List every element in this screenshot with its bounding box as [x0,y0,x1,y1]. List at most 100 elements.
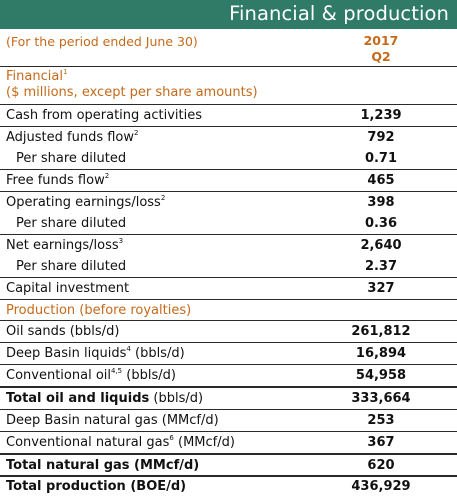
row-label-text: Total natural gas (MMcf/d) [6,458,200,473]
row-label: Capital investment [6,281,129,296]
row-label-text: Conventional oil [6,368,111,383]
period-label: (For the period ended June 30) [6,34,198,49]
row-label-text: Per share diluted [16,216,127,231]
divider [0,386,457,388]
row-label: Deep Basin natural gas (MMcf/d) [6,413,219,428]
table-row: Per share diluted 0.36 [0,213,457,234]
financial-section-subtitle: ($ millions, except per share amounts) [6,85,258,100]
row-label: Oil sands (bbls/d) [6,324,119,339]
row-label: Cash from operating activities [6,108,202,123]
table-row: Conventional oil4,5 (bbls/d) 54,958 [0,365,457,386]
row-value: 1,239 [360,108,402,123]
row-value: 465 [367,173,395,188]
divider [0,277,457,278]
row-footnote: 2 [160,194,166,202]
divider [0,169,457,170]
financial-title-footnote: 1 [62,68,68,76]
row-footnote: 4,5 [111,367,123,375]
row-label-unit: (MMcf/d) [173,435,235,450]
row-label-text: Cash from operating activities [6,108,203,123]
row-value: 253 [367,413,395,428]
row-value: 16,894 [355,346,407,361]
production-section-title: Production (before royalties) [6,303,192,318]
divider [0,299,457,300]
table-row: Oil sands (bbls/d) 261,812 [0,321,457,342]
row-label: Total production (BOE/d) [6,479,186,494]
divider [0,234,457,235]
row-value: 620 [367,458,395,473]
row-label-text: Per share diluted [16,151,127,166]
row-value: 367 [367,435,395,450]
row-label: Per share diluted [16,259,126,274]
row-footnote: 4 [126,345,131,353]
divider [0,453,457,455]
table-row: Conventional natural gas6 (MMcf/d) 367 [0,432,457,453]
row-footnote: 3 [118,237,124,245]
row-label: Per share diluted [16,216,126,231]
row-value: 327 [367,281,395,296]
row-label: Total oil and liquids (bbls/d) [6,391,203,406]
table-row: Per share diluted 2.37 [0,256,457,277]
row-value: 2.37 [364,259,398,274]
row-label: Per share diluted [16,151,126,166]
table-row: Adjusted funds flow2 792 [0,127,457,148]
row-label-text: Total oil and liquids [6,391,150,406]
row-value: 2,640 [360,238,402,253]
table-row: Net earnings/loss3 2,640 [0,235,457,256]
row-label-text: Deep Basin natural gas (MMcf/d) [6,413,219,428]
row-label-text: Capital investment [6,281,130,296]
divider [0,126,457,127]
divider [0,364,457,365]
row-label-text: Free funds flow [6,173,105,188]
row-label-text: Adjusted funds flow [6,130,135,145]
row-label-text: Oil sands (bbls/d) [6,324,120,339]
divider [0,409,457,410]
table-row: Operating earnings/loss2 398 [0,192,457,213]
row-label: Conventional natural gas6 (MMcf/d) [6,434,235,451]
column-quarter: Q2 [371,49,391,64]
row-value: 261,812 [351,324,411,339]
table-row: Free funds flow2 465 [0,170,457,191]
page-title: Financial & production [229,2,449,25]
column-year: 2017 [363,33,399,48]
row-label-text: Per share diluted [16,259,127,274]
row-label: Free funds flow2 [6,172,110,189]
row-value: 398 [367,195,395,210]
financial-title-text: Financial [6,69,63,84]
row-label: Operating earnings/loss2 [6,194,166,211]
financial-section-header: Financial1 ($ millions, except per share… [6,69,258,101]
row-value: 333,664 [351,391,411,406]
divider [0,475,457,477]
divider [0,320,457,321]
title-bar: Financial & production [0,0,457,29]
row-value: 54,958 [355,368,407,383]
table-row: Capital investment 327 [0,278,457,299]
row-value: 0.71 [364,151,398,166]
row-value: 792 [367,130,395,145]
row-footnote: 2 [134,129,139,137]
row-label-unit: (bbls/d) [149,391,204,406]
row-value: 436,929 [351,479,411,494]
table-row: Deep Basin liquids4 (bbls/d) 16,894 [0,343,457,364]
divider [0,342,457,343]
row-label: Total natural gas (MMcf/d) [6,458,199,473]
table-row-total: Total production (BOE/d) 436,929 [0,476,457,497]
table-row-total: Total oil and liquids (bbls/d) 333,664 [0,388,457,409]
row-label-text: Net earnings/loss [6,238,119,253]
row-label-text: Conventional natural gas [6,435,170,450]
row-label: Net earnings/loss3 [6,237,124,254]
row-label-text: Operating earnings/loss [6,195,161,210]
column-header: 2017 Q2 [336,33,426,65]
table-row: Deep Basin natural gas (MMcf/d) 253 [0,410,457,431]
row-footnote: 6 [169,434,174,442]
row-footnote: 2 [104,172,110,180]
row-label: Deep Basin liquids4 (bbls/d) [6,345,185,362]
divider [0,431,457,432]
row-label-unit: (bbls/d) [122,368,176,383]
divider [0,66,457,67]
table-row: Per share diluted 0.71 [0,148,457,169]
divider [0,104,457,105]
row-label: Adjusted funds flow2 [6,129,139,146]
financial-section-title: Financial1 [6,69,258,85]
